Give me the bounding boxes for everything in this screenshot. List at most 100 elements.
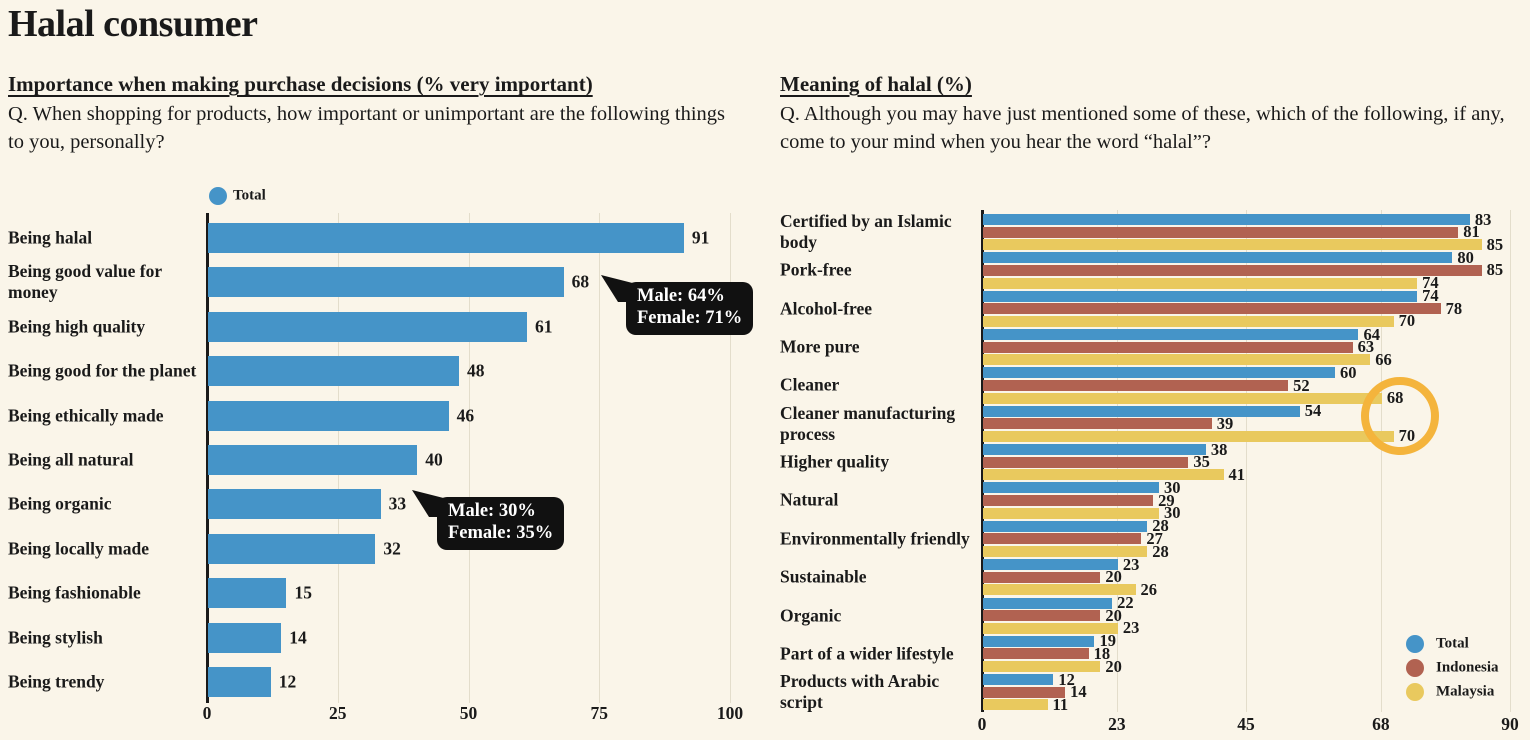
category-label: Higher quality bbox=[780, 451, 890, 472]
callout-line: Male: 30% bbox=[448, 501, 536, 521]
bar bbox=[208, 356, 460, 387]
bar bbox=[983, 380, 1289, 391]
category-label: Part of a wider lifestyle bbox=[780, 643, 954, 664]
meaning-question: Q. Although you may have just mentioned … bbox=[780, 103, 1505, 153]
bar bbox=[983, 315, 1394, 327]
value-label: 12 bbox=[1058, 669, 1075, 689]
importance-question: Q. When shopping for products, how impor… bbox=[8, 103, 726, 153]
value-label: 20 bbox=[1105, 567, 1122, 587]
category-label: Being ethically made bbox=[8, 405, 164, 426]
bar bbox=[983, 661, 1101, 673]
legend-dot bbox=[1406, 635, 1424, 653]
bar bbox=[208, 533, 376, 564]
bar bbox=[983, 290, 1418, 302]
tick-label: 0 bbox=[977, 714, 987, 734]
category-label: Organic bbox=[780, 605, 842, 625]
value-label: 19 bbox=[1099, 631, 1116, 651]
bar bbox=[208, 667, 271, 697]
tick-label: 50 bbox=[459, 703, 478, 723]
tick-label: 25 bbox=[329, 703, 347, 723]
page-title: Halal consumer bbox=[8, 3, 258, 45]
tick-label: 45 bbox=[1237, 714, 1255, 734]
bar bbox=[983, 303, 1441, 315]
callout-line: Female: 35% bbox=[448, 522, 554, 543]
bar bbox=[983, 444, 1206, 456]
value-label: 63 bbox=[1357, 337, 1375, 357]
category-label: Natural bbox=[780, 489, 839, 510]
callout-line: Male: 64% bbox=[637, 286, 725, 306]
bar bbox=[208, 622, 282, 653]
bar bbox=[983, 469, 1224, 481]
bar bbox=[983, 277, 1418, 289]
tick-label: 68 bbox=[1372, 714, 1390, 734]
axis-line bbox=[206, 213, 209, 703]
value-label: 68 bbox=[571, 271, 590, 292]
tick-label: 90 bbox=[1501, 714, 1519, 734]
bar bbox=[208, 489, 381, 520]
value-label: 70 bbox=[1398, 311, 1416, 331]
bar bbox=[983, 430, 1394, 442]
value-label: 22 bbox=[1117, 593, 1134, 612]
value-label: 80 bbox=[1457, 247, 1474, 267]
bar bbox=[208, 267, 564, 298]
category-label: Sustainable bbox=[780, 566, 867, 587]
bar bbox=[983, 584, 1136, 596]
legend-label: Total bbox=[1436, 635, 1469, 652]
tick-label: 75 bbox=[590, 703, 609, 723]
bar bbox=[983, 533, 1142, 545]
value-label: 33 bbox=[388, 493, 407, 514]
bar bbox=[208, 400, 449, 431]
category-label: Cleaner manufacturing process bbox=[780, 402, 956, 444]
value-label: 14 bbox=[289, 627, 307, 648]
bar bbox=[983, 495, 1154, 507]
value-label: 35 bbox=[1193, 452, 1210, 472]
category-label: Being high quality bbox=[8, 316, 146, 337]
grid-line bbox=[730, 213, 731, 703]
highlight-circle-icon bbox=[1361, 377, 1439, 455]
value-label: 38 bbox=[1210, 439, 1228, 459]
bar bbox=[983, 559, 1118, 571]
legend-dot bbox=[209, 187, 227, 205]
category-label: Products with Arabic script bbox=[780, 671, 940, 713]
bar bbox=[983, 622, 1118, 634]
value-label: 81 bbox=[1463, 222, 1480, 242]
category-label: Cleaner bbox=[780, 374, 840, 395]
grid-line bbox=[468, 213, 470, 703]
bar bbox=[983, 699, 1048, 711]
value-label: 52 bbox=[1293, 375, 1310, 395]
category-label: Being all natural bbox=[8, 449, 134, 470]
value-label: 66 bbox=[1375, 349, 1392, 369]
value-label: 30 bbox=[1164, 503, 1181, 523]
category-label: Being locally made bbox=[8, 538, 149, 559]
value-label: 23 bbox=[1122, 618, 1140, 638]
value-label: 26 bbox=[1140, 579, 1158, 599]
bar bbox=[983, 214, 1470, 225]
tick-label: 100 bbox=[716, 703, 744, 723]
value-label: 60 bbox=[1340, 362, 1357, 382]
category-label: Being organic bbox=[8, 493, 112, 514]
category-label: Being stylish bbox=[8, 627, 103, 648]
bar bbox=[983, 507, 1159, 519]
value-label: 85 bbox=[1486, 234, 1504, 254]
tick-label: 23 bbox=[1108, 714, 1126, 734]
category-label: More pure bbox=[780, 336, 860, 357]
value-label: 40 bbox=[425, 449, 443, 470]
value-label: 46 bbox=[456, 405, 475, 426]
value-label: 74 bbox=[1422, 286, 1439, 306]
bar bbox=[208, 311, 528, 342]
value-label: 30 bbox=[1164, 477, 1181, 497]
category-label: Alcohol-free bbox=[780, 298, 873, 319]
value-label: 28 bbox=[1152, 541, 1169, 561]
bar bbox=[983, 610, 1101, 622]
value-label: 12 bbox=[278, 671, 297, 692]
bar bbox=[208, 578, 287, 609]
bar bbox=[983, 520, 1148, 532]
value-label: 91 bbox=[691, 227, 710, 248]
value-label: 11 bbox=[1052, 694, 1069, 714]
value-label: 41 bbox=[1228, 464, 1246, 484]
bar bbox=[983, 354, 1371, 366]
bar bbox=[208, 445, 418, 475]
